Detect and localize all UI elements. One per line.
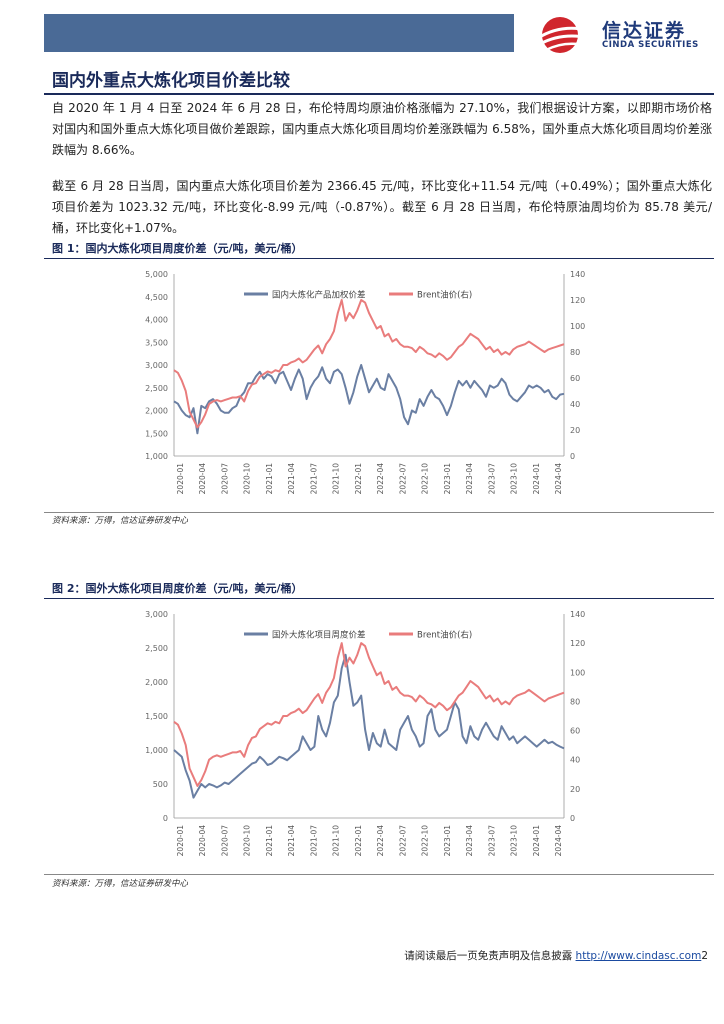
y-left-tick-label: 3,500 — [145, 338, 168, 347]
x-tick-label: 2020-10 — [243, 463, 252, 495]
series-line-spread — [173, 653, 565, 799]
x-tick-label: 2024-04 — [554, 825, 563, 857]
y-left-tick-label: 3,000 — [145, 610, 168, 619]
x-tick-label: 2021-07 — [309, 463, 318, 495]
y-right-tick-label: 120 — [570, 296, 585, 305]
title-divider — [44, 93, 714, 95]
y-right-tick-label: 140 — [570, 610, 585, 619]
x-tick-label: 2021-04 — [287, 825, 296, 857]
x-tick-label: 2024-01 — [532, 463, 541, 495]
x-tick-label: 2022-10 — [421, 463, 430, 495]
x-tick-label: 2021-10 — [332, 825, 341, 857]
x-tick-label: 2023-04 — [465, 825, 474, 857]
chart-1: 1,000 1,500 2,000 2,500 3,000 3,500 4,000 4,500… — [145, 270, 585, 495]
figure-1-source: 资料来源：万得，信达证券研发中心 — [52, 516, 189, 526]
y-left-tick-label: 2,500 — [145, 644, 168, 653]
y-right-tick-label: 120 — [570, 639, 585, 648]
y-right-tick-label: 0 — [570, 814, 575, 823]
x-tick-label: 2022-04 — [376, 825, 385, 857]
x-tick-label: 2021-07 — [309, 825, 318, 857]
cinda-logo: 信达证券 CINDA SECURITIES — [530, 14, 710, 56]
series-line-brent — [173, 299, 565, 429]
y-right-tick-label: 60 — [570, 727, 580, 736]
figure-1-divider — [44, 258, 714, 259]
y-left-tick-label: 1,000 — [145, 746, 168, 755]
y-right-tick-label: 20 — [570, 785, 580, 794]
x-tick-label: 2023-10 — [510, 463, 519, 495]
x-tick-label: 2021-04 — [287, 463, 296, 495]
x-tick-label: 2022-01 — [354, 825, 363, 857]
y-right-tick-label: 80 — [570, 697, 580, 706]
x-tick-label: 2020-01 — [176, 463, 185, 495]
x-tick-label: 2023-10 — [510, 825, 519, 857]
y-left-tick-label: 1,000 — [145, 452, 168, 461]
y-left-tick-label: 4,000 — [145, 316, 168, 325]
y-left-tick-label: 2,000 — [145, 407, 168, 416]
x-tick-label: 2022-01 — [354, 463, 363, 495]
x-tick-label: 2021-01 — [265, 825, 274, 857]
x-tick-label: 2022-10 — [421, 825, 430, 857]
y-left-tick-label: 500 — [153, 780, 168, 789]
paragraph-2: 截至 6 月 28 日当周，国内重点大炼化项目价差为 2366.45 元/吨，环… — [52, 179, 712, 235]
y-right-tick-label: 20 — [570, 426, 580, 435]
y-left-tick-label: 2,500 — [145, 384, 168, 393]
x-tick-label: 2022-07 — [398, 463, 407, 495]
page-footer: 请阅读最后一页免责声明及信息披露 http://www.cindasc.com2 — [404, 948, 708, 963]
figure-2-title: 图 2：国外大炼化项目周度价差（元/吨，美元/桶） — [52, 582, 303, 595]
x-tick-label: 2023-01 — [443, 463, 452, 495]
series-line-brent — [173, 642, 565, 787]
x-tick-label: 2024-04 — [554, 463, 563, 495]
x-tick-label: 2021-01 — [265, 463, 274, 495]
figure-2-divider — [44, 598, 714, 599]
x-tick-label: 2023-07 — [487, 825, 496, 857]
x-tick-label: 2023-04 — [465, 463, 474, 495]
y-right-tick-label: 0 — [570, 452, 575, 461]
logo-chinese-name: 信达证券 — [602, 20, 687, 42]
y-right-tick-label: 40 — [570, 756, 580, 765]
y-right-tick-label: 40 — [570, 400, 580, 409]
figure-2-source-divider — [44, 874, 714, 875]
legend-label: Brent油价(右) — [417, 630, 472, 641]
header-band — [44, 14, 514, 52]
x-tick-label: 2020-07 — [220, 463, 229, 495]
y-right-tick-label: 80 — [570, 348, 580, 357]
chart-2: 0 500 1,000 1,500 2,000 2,500 3,000 0 20 40 60 80 10… — [145, 610, 585, 857]
x-tick-label: 2020-01 — [176, 825, 185, 857]
x-tick-label: 2022-07 — [398, 825, 407, 857]
x-tick-label: 2023-07 — [487, 463, 496, 495]
cinda-globe-icon — [537, 17, 591, 53]
paragraph-1: 自 2020 年 1 月 4 日至 2024 年 6 月 28 日，布伦特周均原… — [52, 101, 712, 157]
y-left-tick-label: 5,000 — [145, 270, 168, 279]
y-left-tick-label: 1,500 — [145, 712, 168, 721]
page-number: 2 — [701, 950, 708, 962]
legend-label: 国外大炼化项目周度价差 — [272, 630, 366, 641]
series-line-spread — [173, 364, 565, 435]
y-right-tick-label: 100 — [570, 322, 585, 331]
legend-label: 国内大炼化产品加权价差 — [272, 290, 366, 301]
y-left-tick-label: 1,500 — [145, 429, 168, 438]
x-tick-label: 2020-04 — [198, 463, 207, 495]
y-left-tick-label: 2,000 — [145, 678, 168, 687]
logo-english-name: CINDA SECURITIES — [602, 40, 699, 50]
y-left-tick-label: 4,500 — [145, 293, 168, 302]
x-tick-label: 2021-10 — [332, 463, 341, 495]
y-left-tick-label: 3,000 — [145, 361, 168, 370]
x-tick-label: 2020-07 — [220, 825, 229, 857]
legend-label: Brent油价(右) — [417, 290, 472, 301]
y-right-tick-label: 100 — [570, 668, 585, 677]
x-tick-label: 2024-01 — [532, 825, 541, 857]
x-tick-label: 2023-01 — [443, 825, 452, 857]
y-right-tick-label: 60 — [570, 374, 580, 383]
section-title: 国内外重点大炼化项目价差比较 — [52, 71, 290, 91]
figure-2-source: 资料来源：万得，信达证券研发中心 — [52, 879, 189, 889]
footer-link[interactable]: http://www.cindasc.com — [575, 950, 702, 962]
x-tick-label: 2022-04 — [376, 463, 385, 495]
figure-1-source-divider — [44, 512, 714, 513]
x-tick-label: 2020-10 — [243, 825, 252, 857]
y-right-tick-label: 140 — [570, 270, 585, 279]
y-left-tick-label: 0 — [163, 814, 168, 823]
footer-disclaimer: 请阅读最后一页免责声明及信息披露 — [404, 950, 573, 962]
figure-1-title: 图 1：国内大炼化项目周度价差（元/吨，美元/桶） — [52, 242, 303, 255]
x-tick-label: 2020-04 — [198, 825, 207, 857]
